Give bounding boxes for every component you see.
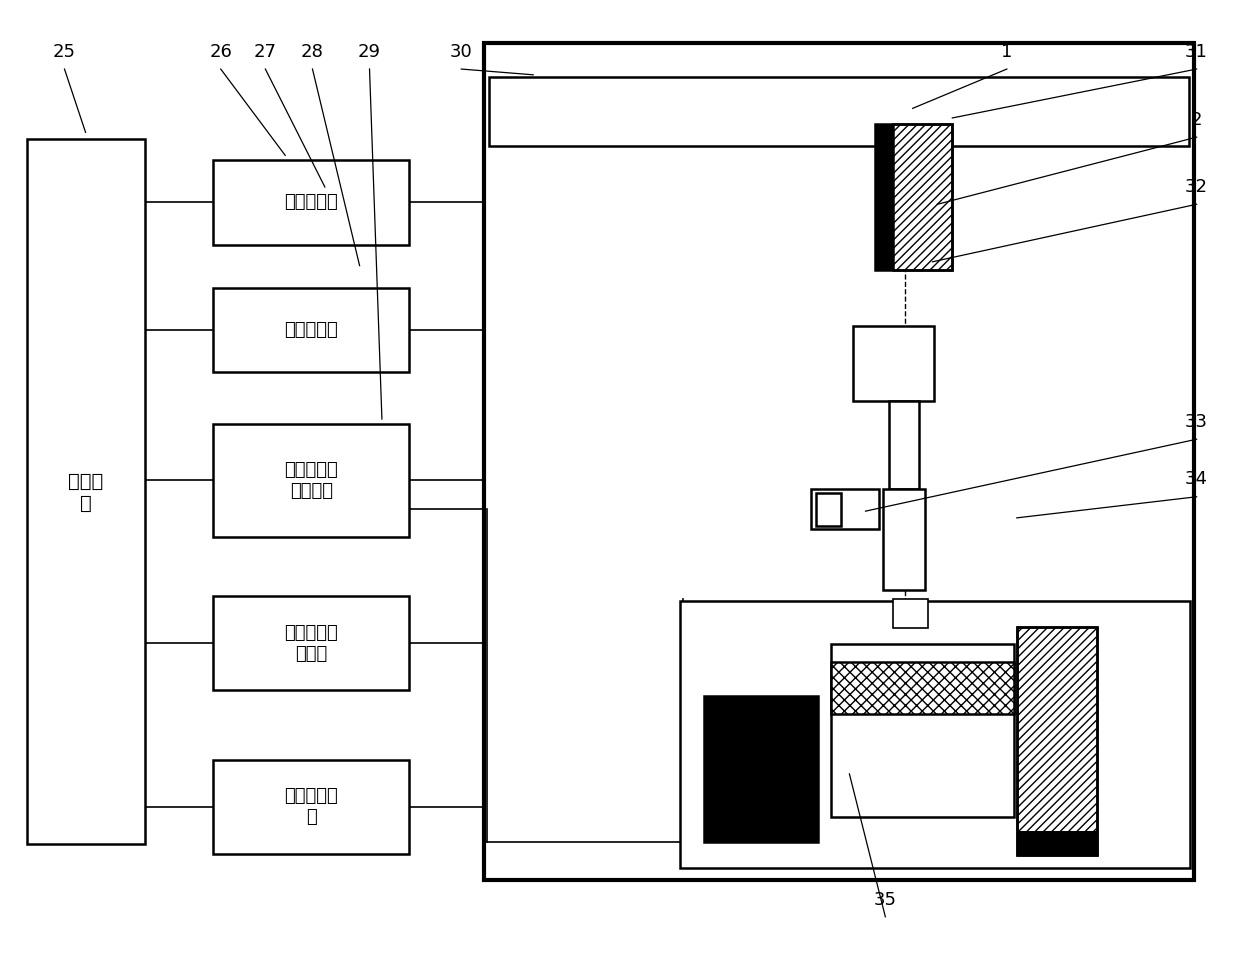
Bar: [831, 662, 1014, 714]
Text: 31: 31: [1185, 43, 1208, 60]
Text: 微夹钳控制
器: 微夹钳控制 器: [284, 787, 339, 826]
Bar: [875, 124, 952, 270]
Text: 29: 29: [358, 43, 381, 60]
Bar: [816, 493, 841, 526]
Text: 28: 28: [301, 43, 324, 60]
Text: 精密定位系
统控制器: 精密定位系 统控制器: [284, 461, 339, 500]
Bar: [213, 288, 409, 372]
Text: 34: 34: [1185, 471, 1208, 488]
Bar: [853, 326, 934, 401]
Bar: [213, 424, 409, 537]
Text: 位移传感器
控制器: 位移传感器 控制器: [284, 624, 339, 663]
Bar: [1017, 627, 1097, 855]
Text: 26: 26: [210, 43, 232, 60]
Bar: [889, 401, 919, 489]
Bar: [811, 489, 879, 529]
Bar: [213, 760, 409, 854]
Bar: [831, 662, 1014, 714]
Text: 33: 33: [1185, 413, 1208, 431]
Bar: [704, 696, 818, 842]
Text: 25: 25: [53, 43, 76, 60]
Bar: [213, 596, 409, 690]
Text: 2: 2: [1190, 111, 1203, 129]
Text: 30: 30: [450, 43, 472, 60]
Text: 光源控制器: 光源控制器: [284, 321, 339, 339]
Text: 35: 35: [874, 891, 897, 908]
Text: 27: 27: [254, 43, 277, 60]
Bar: [489, 77, 1189, 146]
Bar: [875, 124, 893, 270]
Bar: [831, 644, 1014, 817]
Bar: [213, 160, 409, 245]
Bar: [484, 43, 1194, 880]
Bar: [893, 124, 952, 270]
Bar: [27, 139, 145, 844]
Text: 32: 32: [1185, 178, 1208, 196]
Bar: [1017, 831, 1097, 855]
Bar: [893, 599, 928, 628]
Bar: [680, 601, 1190, 868]
Bar: [883, 489, 925, 590]
Text: 图像采集卡: 图像采集卡: [284, 194, 339, 211]
Text: 主计算
机: 主计算 机: [68, 472, 103, 512]
Bar: [1017, 627, 1097, 855]
Text: 1: 1: [1001, 43, 1013, 60]
